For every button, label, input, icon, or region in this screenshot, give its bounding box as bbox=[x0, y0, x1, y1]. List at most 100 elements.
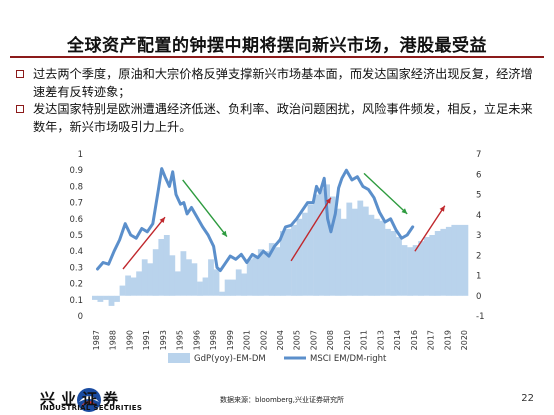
legend-label: MSCI EM/DM-right bbox=[310, 354, 387, 364]
area-bar bbox=[268, 243, 275, 296]
trend-arrow-down bbox=[363, 172, 408, 215]
area-bar bbox=[136, 271, 142, 296]
left-axis-tick-label: 0.6 bbox=[69, 215, 83, 225]
msci-line bbox=[96, 167, 415, 273]
area-bar bbox=[180, 251, 187, 296]
area-bar bbox=[423, 237, 430, 296]
area-bar bbox=[119, 285, 126, 296]
logo-text-en: INDUSTRIAL SECURITIES bbox=[40, 404, 143, 412]
x-axis-tick-label: 2011 bbox=[360, 330, 369, 350]
page-number: 22 bbox=[521, 393, 534, 404]
area-bar bbox=[219, 291, 225, 296]
trend-arrow-up bbox=[122, 216, 166, 270]
x-axis-tick-label: 1993 bbox=[159, 330, 168, 350]
legend-label: GdP(yoy)-EM-DM bbox=[194, 354, 266, 364]
bullet-square-icon bbox=[16, 105, 24, 114]
area-bar bbox=[329, 196, 336, 296]
area-bar bbox=[318, 188, 325, 296]
x-axis-tick-label: 1996 bbox=[192, 330, 201, 350]
area-bar bbox=[174, 271, 181, 296]
x-axis-tick-label: 2020 bbox=[460, 330, 469, 350]
x-axis-tick-label: 2008 bbox=[326, 330, 335, 350]
bullet-item: 发达国家特别是欧洲遭遇经济低迷、负利率、政治问题困扰，风险事件频发，相反，立足未… bbox=[16, 101, 536, 136]
logo-text-cn: 兴业证券 bbox=[40, 390, 125, 408]
area-bar bbox=[340, 218, 347, 296]
gdp-msci-chart: 0 0.1 0.2 0.3 0.4 0.5 0.6 0.7 0.8 0.9 1 -1 0 1 2 3 4 5 6 7 1… bbox=[69, 150, 484, 364]
arrow-head-icon bbox=[159, 217, 165, 223]
x-axis-tick-label: 2016 bbox=[410, 330, 419, 350]
left-axis-tick-label: 1 bbox=[78, 150, 83, 160]
trend-arrow-up bbox=[290, 197, 332, 262]
area-bar bbox=[456, 224, 463, 296]
area-bar bbox=[451, 224, 458, 296]
area-bar bbox=[103, 295, 109, 300]
arrow-head-icon bbox=[439, 205, 445, 212]
right-axis-tick-label: 1 bbox=[476, 272, 481, 282]
area-bar bbox=[429, 235, 436, 296]
area-bar bbox=[313, 194, 319, 296]
bullet-text: 发达国家特别是欧洲遭遇经济低迷、负利率、政治问题困扰，风险事件频发，相反，立足未… bbox=[33, 102, 533, 134]
x-axis-tick-label: 2004 bbox=[276, 330, 285, 350]
area-bar bbox=[147, 263, 154, 296]
area-bar bbox=[396, 237, 402, 296]
area-bar bbox=[186, 259, 192, 296]
area-bar bbox=[274, 247, 281, 296]
area-bar bbox=[445, 226, 452, 296]
area-bar bbox=[241, 273, 248, 296]
area-bar bbox=[385, 228, 391, 296]
area-bar bbox=[263, 251, 270, 296]
area-bar bbox=[362, 206, 369, 296]
left-axis-tick-label: 0.7 bbox=[69, 199, 83, 209]
area-bar bbox=[97, 295, 104, 302]
right-axis-tick-label: 0 bbox=[476, 292, 481, 302]
area-bar bbox=[224, 279, 231, 296]
x-axis-tick-label: 1999 bbox=[226, 330, 235, 350]
area-bar bbox=[208, 259, 214, 296]
right-axis-tick-label: -1 bbox=[476, 312, 484, 322]
area-bar bbox=[285, 228, 292, 296]
legend-swatch-area bbox=[168, 353, 190, 363]
left-axis-tick-label: 0.5 bbox=[69, 231, 83, 241]
data-source-note: 数据来源：bloomberg,兴业证券研究所 bbox=[220, 396, 344, 404]
right-axis-tick-label: 2 bbox=[476, 251, 481, 261]
trend-arrow-up bbox=[414, 205, 446, 252]
area-bar bbox=[169, 255, 176, 296]
x-axis-tick-label: 2005 bbox=[293, 330, 302, 350]
area-bar bbox=[202, 277, 209, 296]
area-bar bbox=[191, 263, 198, 296]
area-bar bbox=[141, 259, 148, 296]
arrow-head-icon bbox=[325, 197, 331, 204]
area-bar bbox=[302, 212, 308, 296]
area-bar bbox=[92, 295, 98, 300]
x-axis-tick-label: 2017 bbox=[427, 330, 436, 350]
title-divider bbox=[10, 56, 544, 58]
area-bar bbox=[401, 245, 408, 296]
area-bar bbox=[412, 245, 419, 296]
area-bar bbox=[252, 257, 259, 296]
x-axis-tick-label: 1991 bbox=[142, 330, 151, 350]
x-axis-tick-label: 1998 bbox=[209, 330, 218, 350]
bullet-item: 过去两个季度，原油和大宗价格反弹支撑新兴市场基本面，而发达国家经济出现反复，经济… bbox=[16, 66, 536, 101]
bullet-list: 过去两个季度，原油和大宗价格反弹支撑新兴市场基本面，而发达国家经济出现反复，经济… bbox=[16, 66, 536, 136]
x-axis-tick-label: 2019 bbox=[443, 330, 452, 350]
x-axis-tick-label: 1987 bbox=[92, 330, 101, 350]
area-bar bbox=[152, 249, 159, 296]
area-bar bbox=[130, 277, 137, 296]
area-bar bbox=[246, 259, 253, 296]
area-bar bbox=[114, 295, 120, 302]
area-bar bbox=[280, 231, 286, 296]
left-axis-tick-label: 0.1 bbox=[69, 296, 83, 306]
right-axis-tick-label: 4 bbox=[476, 211, 481, 221]
right-axis-tick-label: 3 bbox=[476, 231, 481, 241]
area-bar bbox=[379, 220, 386, 296]
x-axis-tick-label: 1990 bbox=[126, 330, 135, 350]
trend-arrow-down bbox=[182, 179, 228, 238]
slide-title: 全球资产配置的钟摆中期将摆向新兴市场，港股最受益 bbox=[67, 36, 487, 56]
left-axis-tick-label: 0.3 bbox=[69, 263, 83, 273]
area-bar bbox=[434, 231, 441, 296]
area-bar bbox=[307, 204, 314, 296]
area-bar bbox=[357, 200, 364, 296]
x-axis-tick-label: 1988 bbox=[109, 330, 118, 350]
bullet-square-icon bbox=[16, 70, 24, 78]
bullet-text: 过去两个季度，原油和大宗价格反弹支撑新兴市场基本面，而发达国家经济出现反复，经济… bbox=[33, 67, 533, 99]
